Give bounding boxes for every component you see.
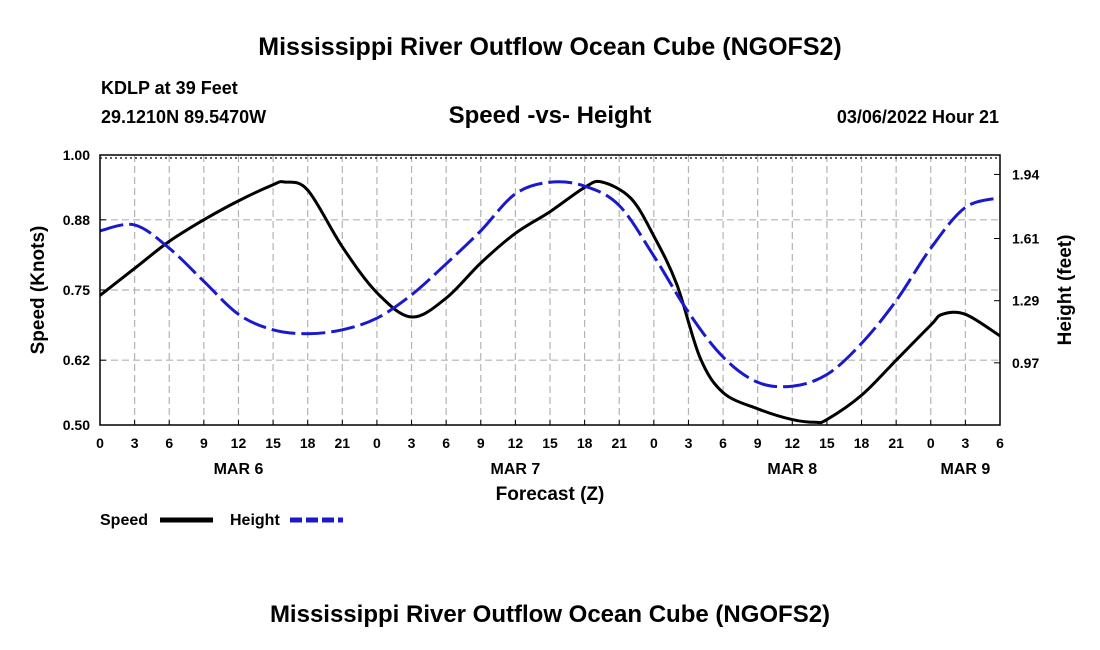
x-tick-label: 18 (854, 435, 870, 451)
x-tick-label: 0 (96, 435, 104, 451)
legend: Speed Height (100, 512, 343, 529)
station-label: KDLP at 39 Feet (101, 78, 238, 98)
x-tick-label: 21 (335, 435, 351, 451)
date-label: MAR 7 (490, 461, 540, 478)
x-tick-label: 6 (165, 435, 173, 451)
y-tick-label: 0.88 (63, 212, 90, 228)
page-title: Mississippi River Outflow Ocean Cube (NG… (258, 33, 842, 61)
series-line-height (99, 180, 1001, 389)
legend-speed-label: Speed (100, 512, 148, 529)
y-axis-label: Speed (Knots) (28, 226, 49, 355)
x-axis-label: Forecast (Z) (496, 484, 605, 505)
y-tick-label: 0.50 (63, 417, 90, 433)
y2-axis-label: Height (feet) (1055, 235, 1076, 346)
x-tick-label: 12 (231, 435, 247, 451)
x-tick-label: 12 (785, 435, 801, 451)
date-labels: MAR 6 MAR 7 MAR 8 MAR 9 (214, 461, 991, 478)
x-tick-label: 3 (131, 435, 139, 451)
x-tick-label: 21 (611, 435, 627, 451)
forecast-datetime: 03/06/2022 Hour 21 (836, 107, 999, 127)
x-tick-label: 0 (373, 435, 381, 451)
date-label: MAR 9 (940, 461, 990, 478)
x-tick-label: 3 (961, 435, 969, 451)
x-tick-label: 15 (819, 435, 835, 451)
x-tick-label: 9 (477, 435, 485, 451)
y-tick-label: 0.75 (63, 282, 90, 298)
y2-tick-label: 1.94 (1012, 166, 1039, 182)
x-tick-label: 15 (542, 435, 558, 451)
x-tick-label: 12 (508, 435, 524, 451)
x-tick-label: 9 (754, 435, 762, 451)
y2-axis-ticks: 0.97 1.29 1.61 1.94 (994, 166, 1039, 371)
x-tick-label: 0 (650, 435, 658, 451)
x-tick-label: 6 (442, 435, 450, 451)
x-tick-label: 18 (300, 435, 316, 451)
y2-tick-label: 0.97 (1012, 355, 1039, 371)
footer-title: Mississippi River Outflow Ocean Cube (NG… (269, 601, 831, 628)
x-tick-label: 21 (888, 435, 904, 451)
y-tick-label: 0.62 (63, 352, 90, 368)
coordinates-label: 29.1210N 89.5470W (101, 107, 267, 127)
x-tick-label: 3 (685, 435, 693, 451)
y-axis-ticks: 0.50 0.62 0.75 0.88 1.00 (63, 147, 106, 433)
y-tick-label: 1.00 (63, 147, 90, 163)
x-tick-label: 15 (265, 435, 281, 451)
date-label: MAR 8 (767, 461, 817, 478)
series-line-speed (99, 179, 1001, 425)
x-tick-label: 6 (996, 435, 1004, 451)
legend-height-label: Height (230, 512, 280, 529)
x-axis-ticks: 0 3 6 9 12 15 18 21 0 3 6 9 12 15 18 21 0 3 6 9 12 15 18 21 0 3 6 (96, 420, 1004, 451)
series-lines (99, 179, 1001, 425)
y2-tick-label: 1.29 (1012, 293, 1039, 309)
chart-subtitle: Speed -vs- Height (448, 102, 652, 129)
x-tick-label: 6 (719, 435, 727, 451)
y2-tick-label: 1.61 (1012, 231, 1039, 247)
x-tick-label: 0 (927, 435, 935, 451)
x-tick-label: 18 (577, 435, 593, 451)
date-label: MAR 6 (214, 461, 264, 478)
x-tick-label: 9 (200, 435, 208, 451)
x-tick-label: 3 (408, 435, 416, 451)
grid-lines (100, 155, 1000, 425)
